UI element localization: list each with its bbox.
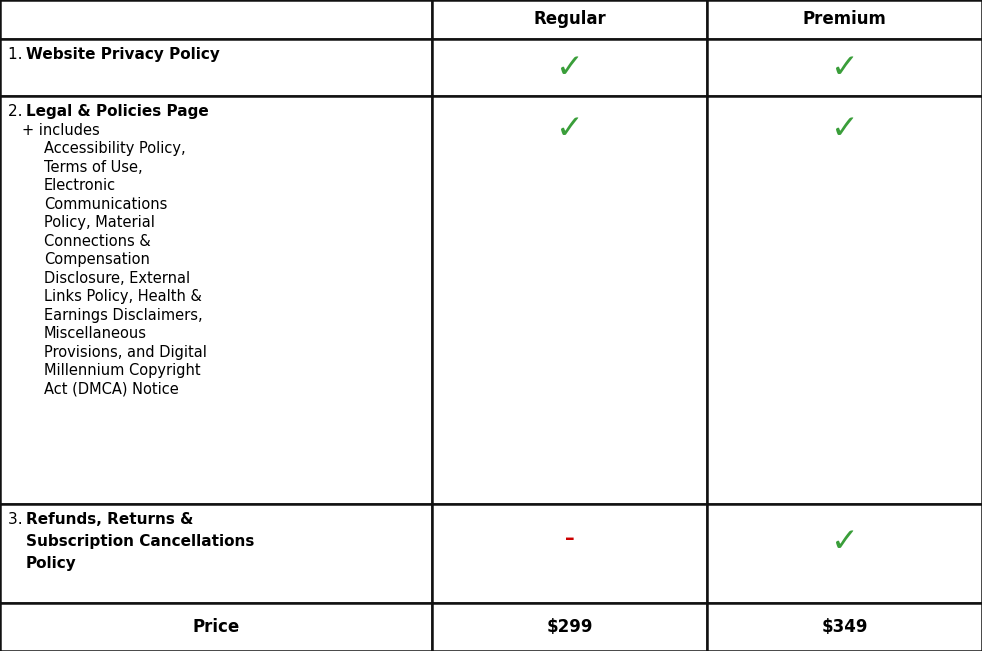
Bar (707, 96, 982, 504)
Text: ✓: ✓ (831, 113, 858, 145)
Bar (707, 0, 982, 39)
Text: Terms of Use,: Terms of Use, (44, 159, 142, 175)
Text: Website Privacy Policy: Website Privacy Policy (26, 47, 220, 62)
Bar (0, 603, 432, 651)
Bar (707, 504, 982, 603)
Text: Communications: Communications (44, 197, 167, 212)
Text: Regular: Regular (533, 10, 606, 29)
Text: $349: $349 (821, 618, 868, 636)
Text: Accessibility Policy,: Accessibility Policy, (44, 141, 186, 156)
Text: Premium: Premium (802, 10, 887, 29)
Text: Act (DMCA) Notice: Act (DMCA) Notice (44, 381, 179, 397)
Bar (707, 39, 982, 96)
Text: 2.: 2. (8, 104, 27, 119)
Text: Legal & Policies Page: Legal & Policies Page (26, 104, 209, 119)
Text: ✓: ✓ (831, 51, 858, 84)
Text: ✓: ✓ (831, 525, 858, 558)
Text: ✓: ✓ (556, 113, 583, 145)
Text: 1.: 1. (8, 47, 27, 62)
Text: Compensation: Compensation (44, 253, 150, 268)
Text: 3.: 3. (8, 512, 27, 527)
Text: Miscellaneous: Miscellaneous (44, 326, 147, 341)
Bar (432, 96, 707, 504)
Text: Price: Price (192, 618, 240, 636)
Text: Connections &: Connections & (44, 234, 151, 249)
Bar (0, 39, 432, 96)
Bar (0, 96, 432, 504)
Text: Provisions, and Digital: Provisions, and Digital (44, 345, 207, 360)
Text: $299: $299 (546, 618, 593, 636)
Bar (0, 504, 432, 603)
Bar (707, 603, 982, 651)
Text: ✓: ✓ (556, 51, 583, 84)
Text: Millennium Copyright: Millennium Copyright (44, 363, 200, 378)
Bar (432, 504, 707, 603)
Text: –: – (565, 529, 574, 548)
Text: Earnings Disclaimers,: Earnings Disclaimers, (44, 308, 202, 323)
Text: Disclosure, External: Disclosure, External (44, 271, 191, 286)
Bar (0, 0, 432, 39)
Text: Policy, Material: Policy, Material (44, 215, 155, 230)
Text: Refunds, Returns &
Subscription Cancellations
Policy: Refunds, Returns & Subscription Cancella… (26, 512, 254, 571)
Bar (432, 603, 707, 651)
Text: + includes: + includes (22, 123, 100, 138)
Bar (432, 39, 707, 96)
Text: Electronic: Electronic (44, 178, 116, 193)
Text: Links Policy, Health &: Links Policy, Health & (44, 289, 202, 304)
Bar (432, 0, 707, 39)
